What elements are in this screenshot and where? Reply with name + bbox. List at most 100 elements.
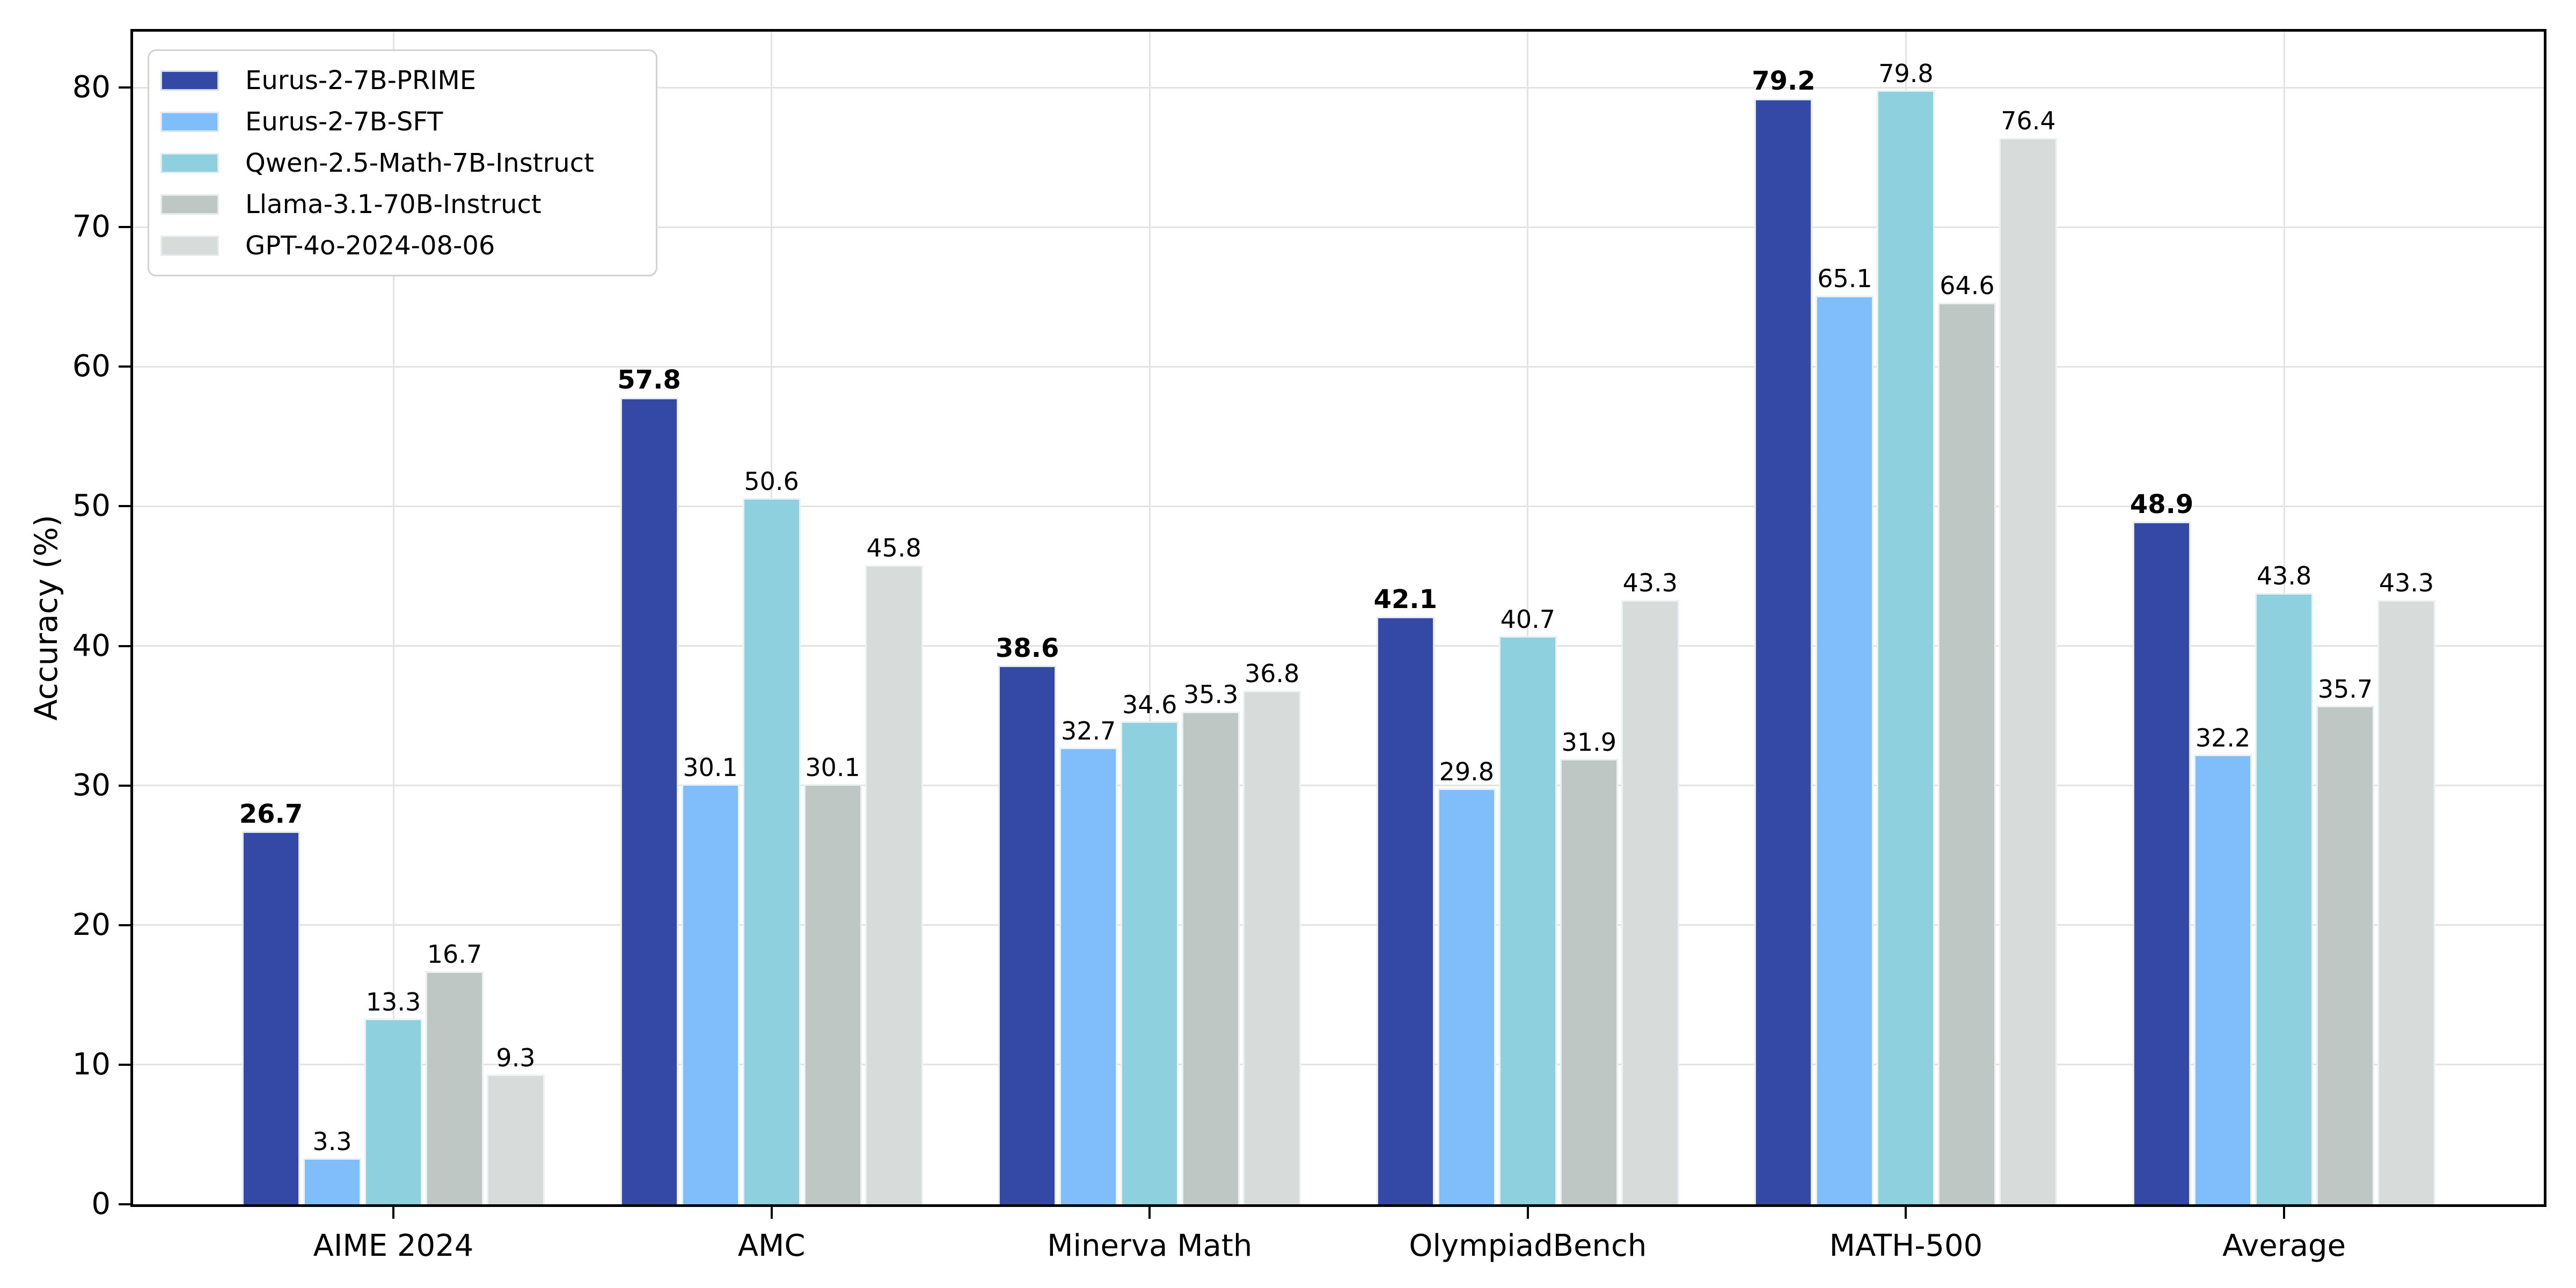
bar-Eurus-2-7B-SFT-2: 32.7 [1059,718,1118,1204]
value-label-Qwen-2.5-Math-7B-Instruct-3: 40.7 [1500,605,1556,634]
plot-area: 0 10 20 30 40 50 60 70 80 AIME 2024 26.7 3.3 13.3 16.… [72,29,2546,1263]
v-gridline-0 [392,32,394,1204]
legend-label-3: Llama-3.1-70B-Instruct [245,189,541,219]
y-tick-label-20: 20 [72,907,111,942]
h-gridline-20 [133,924,2544,926]
bar-group-2: 38.6 32.7 34.6 35.3 36.8 [996,32,1301,1204]
bar-Eurus-2-7B-SFT-1: 30.1 [681,754,740,1204]
h-gridline-40 [133,645,2544,647]
bar-Eurus-2-7B-SFT-0: 3.3 [303,1129,361,1204]
bar-Qwen-2.5-Math-7B-Instruct-1: 50.6 [742,468,801,1204]
y-tick-10 [119,1063,130,1066]
category-label-1: AMC [737,1228,806,1263]
bar-Llama-3.1-70B-Instruct-3: 31.9 [1560,729,1618,1204]
value-label-Llama-3.1-70B-Instruct-3: 31.9 [1561,727,1617,757]
y-tick-label-50: 50 [72,488,111,524]
y-tick-40 [119,645,130,647]
bar-Eurus-2-7B-PRIME-0: 26.7 [239,801,303,1204]
value-label-Qwen-2.5-Math-7B-Instruct-0: 13.3 [365,987,421,1016]
x-tick-5 [2283,1207,2286,1219]
bar-GPT-4o-2024-08-06-0: 9.3 [487,1044,545,1204]
bar-GPT-4o-2024-08-06-3: 43.3 [1621,570,1679,1204]
h-gridline-30 [133,785,2544,787]
bar-Qwen-2.5-Math-7B-Instruct-0: 13.3 [364,989,422,1204]
bar-Eurus-2-7B-PRIME-3: 42.1 [1374,586,1437,1204]
y-tick-label-10: 10 [72,1046,111,1082]
x-tick-2 [1148,1207,1151,1219]
value-label-GPT-4o-2024-08-06-3: 43.3 [1622,568,1678,598]
y-axis-title: Accuracy (%) [28,515,64,721]
value-label-GPT-4o-2024-08-06-4: 76.4 [2001,106,2056,136]
legend-swatch-3 [160,194,219,215]
bar-Qwen-2.5-Math-7B-Instruct-4: 79.8 [1877,61,1935,1204]
bar-Qwen-2.5-Math-7B-Instruct-5: 43.8 [2255,563,2314,1204]
y-tick-label-0: 0 [91,1187,111,1221]
value-label-Qwen-2.5-Math-7B-Instruct-2: 34.6 [1122,690,1177,719]
legend-row-0: Eurus-2-7B-PRIME [160,60,640,101]
bar-Eurus-2-7B-SFT-5: 32.2 [2194,725,2252,1204]
legend-row-2: Qwen-2.5-Math-7B-Instruct [160,142,640,184]
value-label-Llama-3.1-70B-Instruct-1: 30.1 [805,752,860,782]
bar-Eurus-2-7B-PRIME-1: 57.8 [617,367,681,1204]
h-gridline-10 [133,1064,2544,1066]
value-label-GPT-4o-2024-08-06-1: 45.8 [866,533,921,563]
legend-row-3: Llama-3.1-70B-Instruct [160,184,640,225]
value-label-Llama-3.1-70B-Instruct-2: 35.3 [1183,680,1239,709]
bar-group-5: 48.9 32.2 43.8 35.7 43.3 [2130,32,2436,1204]
bar-Llama-3.1-70B-Instruct-2: 35.3 [1182,682,1240,1204]
h-gridline-60 [133,365,2544,368]
bar-Eurus-2-7B-PRIME-2: 38.6 [996,634,1059,1204]
category-label-0: AIME 2024 [313,1228,474,1263]
x-tick-4 [1905,1207,1907,1219]
value-label-Eurus-2-7B-PRIME-0: 26.7 [239,799,303,830]
bar-GPT-4o-2024-08-06-4: 76.4 [1999,108,2058,1204]
legend-label-4: GPT-4o-2024-08-06 [245,230,495,261]
category-label-5: Average [2222,1228,2346,1263]
bar-Llama-3.1-70B-Instruct-1: 30.1 [803,754,862,1204]
y-tick-0 [119,1203,130,1205]
legend-swatch-1 [160,111,219,132]
y-tick-50 [119,505,130,508]
bar-Eurus-2-7B-PRIME-5: 48.9 [2130,491,2193,1204]
bar-Eurus-2-7B-SFT-4: 65.1 [1816,266,1874,1204]
y-tick-label-80: 80 [72,70,111,105]
h-gridline-50 [133,505,2544,507]
bar-Qwen-2.5-Math-7B-Instruct-2: 34.6 [1121,691,1179,1204]
y-tick-80 [119,86,130,89]
h-gridline-80 [133,86,2544,89]
legend-label-2: Qwen-2.5-Math-7B-Instruct [245,148,594,178]
value-label-Eurus-2-7B-SFT-1: 30.1 [683,752,738,782]
legend: Eurus-2-7B-PRIME Eurus-2-7B-SFT Qwen-2.5-M… [148,49,657,276]
bar-Llama-3.1-70B-Instruct-5: 35.7 [2316,676,2375,1204]
x-tick-1 [770,1207,773,1219]
legend-swatch-4 [160,235,219,256]
value-label-GPT-4o-2024-08-06-0: 9.3 [496,1043,536,1072]
y-tick-label-60: 60 [72,349,111,384]
bar-Eurus-2-7B-PRIME-4: 79.2 [1752,68,1816,1204]
legend-label-1: Eurus-2-7B-SFT [245,106,443,137]
y-tick-label-70: 70 [72,209,111,245]
value-label-Eurus-2-7B-PRIME-4: 79.2 [1752,66,1816,97]
bar-GPT-4o-2024-08-06-1: 45.8 [865,535,923,1204]
y-tick-label-30: 30 [72,767,111,803]
value-label-Llama-3.1-70B-Instruct-4: 64.6 [1940,271,1995,301]
x-tick-3 [1526,1207,1529,1219]
value-label-GPT-4o-2024-08-06-5: 43.3 [2379,568,2434,598]
value-label-Eurus-2-7B-PRIME-3: 42.1 [1373,584,1438,614]
v-gridline-2 [1148,32,1151,1204]
value-label-Qwen-2.5-Math-7B-Instruct-1: 50.6 [744,466,799,496]
value-label-Eurus-2-7B-SFT-0: 3.3 [312,1126,352,1156]
bar-group-0: 26.7 3.3 13.3 16.7 9.3 [239,32,545,1204]
value-label-Llama-3.1-70B-Instruct-0: 16.7 [427,940,482,969]
value-label-GPT-4o-2024-08-06-2: 36.8 [1245,659,1300,689]
category-label-2: Minerva Math [1047,1228,1253,1263]
legend-row-4: GPT-4o-2024-08-06 [160,225,640,266]
bar-group-4: 79.2 65.1 79.8 64.6 76.4 [1752,32,2058,1204]
category-label-3: OlympiadBench [1409,1228,1647,1263]
x-tick-0 [392,1207,394,1219]
bar-GPT-4o-2024-08-06-5: 43.3 [2377,570,2436,1204]
value-label-Qwen-2.5-Math-7B-Instruct-4: 79.8 [1878,58,1934,88]
value-label-Eurus-2-7B-PRIME-2: 38.6 [996,633,1059,663]
value-label-Eurus-2-7B-PRIME-1: 57.8 [617,365,681,396]
